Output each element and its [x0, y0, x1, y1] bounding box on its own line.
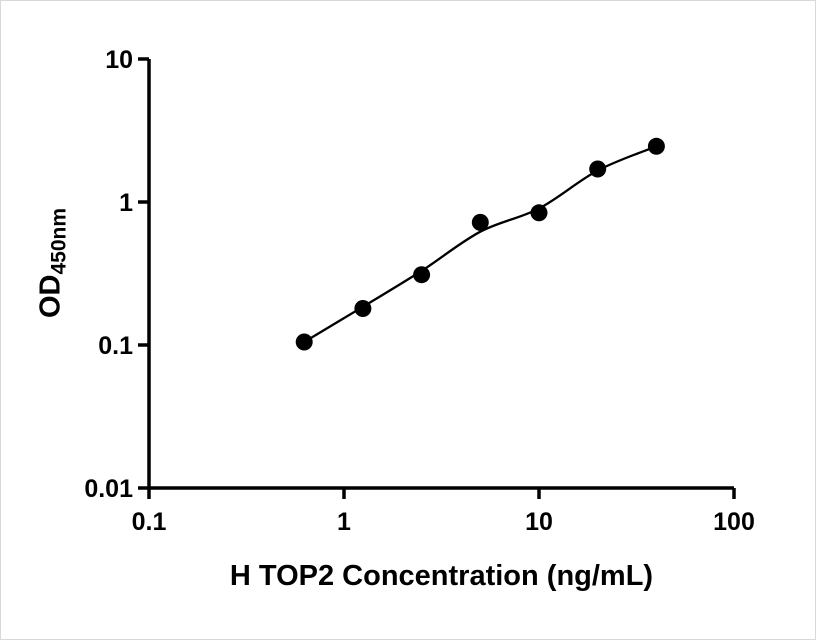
- data-point: [589, 160, 607, 178]
- y-tick-label: 0.1: [98, 332, 133, 360]
- x-tick-label: 100: [713, 508, 755, 536]
- y-axis-title-main: OD: [34, 274, 67, 319]
- data-point: [530, 204, 548, 222]
- data-point: [413, 266, 431, 284]
- data-point: [295, 333, 313, 351]
- x-tick-label: 0.1: [132, 508, 167, 536]
- y-axis-title-sub: 450nm: [47, 207, 71, 275]
- y-axis-title: OD450nm: [35, 208, 72, 318]
- data-point: [354, 300, 372, 317]
- x-tick-label: 10: [525, 508, 553, 536]
- x-axis-title: H TOP2 Concentration (ng/mL): [229, 560, 654, 592]
- x-tick-label: 1: [337, 508, 351, 536]
- y-tick-label: 0.01: [84, 475, 133, 503]
- y-tick-label: 10: [105, 46, 133, 74]
- axis-spine: [147, 59, 734, 490]
- y-tick-label: 1: [119, 189, 133, 217]
- data-point: [471, 213, 489, 231]
- data-point: [647, 137, 665, 155]
